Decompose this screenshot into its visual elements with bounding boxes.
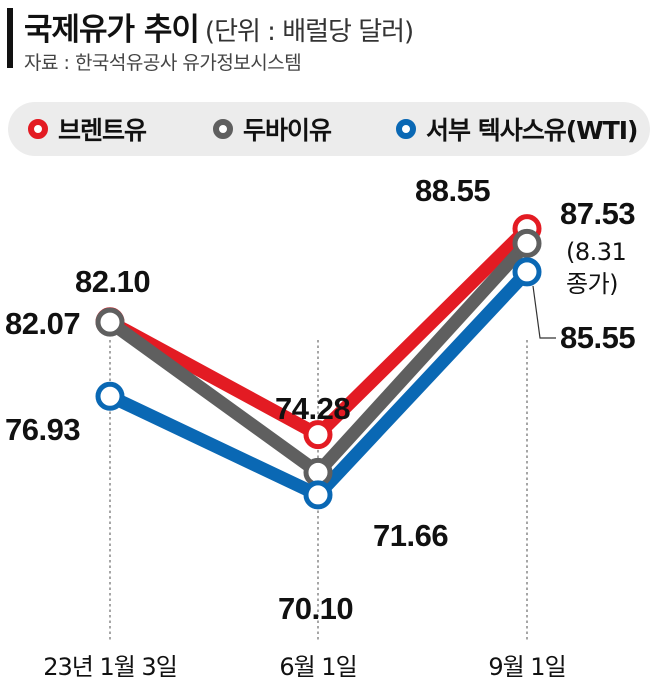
legend-item-dubai: 두바이유 <box>213 102 332 156</box>
legend-label-brent: 브렌트유 <box>58 116 147 145</box>
data-label-brent-2: 88.55 <box>415 173 490 208</box>
data-label-wti-0: 76.93 <box>5 412 80 447</box>
marker-wti-1 <box>303 480 333 510</box>
leader-line-wti <box>532 285 556 339</box>
source-note: 자료 : 한국석유공사 유가정보시스템 <box>24 52 302 74</box>
x-tick-label-1: 6월 1일 <box>279 653 356 681</box>
legend-marker-wti <box>396 119 416 139</box>
title-accent-bar <box>7 8 13 68</box>
unit-label: (단위 : 배럴당 달러) <box>204 17 414 47</box>
marker-brent-1 <box>303 420 333 450</box>
legend-marker-brent <box>28 119 48 139</box>
legend: 브렌트유 두바이유 서부 텍사스유(WTI) <box>8 102 650 156</box>
annotation-line-2: 종가) <box>566 270 618 298</box>
title-text: 국제유가 추이 <box>24 12 200 48</box>
data-label-dubai-0: 82.07 <box>5 306 80 341</box>
annotation-line-1: (8.31 <box>566 238 626 266</box>
marker-wti-2 <box>512 257 542 287</box>
legend-label-wti: 서부 텍사스유(WTI) <box>426 116 638 145</box>
marker-dubai-2 <box>512 228 542 258</box>
x-tick-label-2: 9월 1일 <box>488 653 565 681</box>
data-label-wti-1: 70.10 <box>278 591 353 626</box>
marker-dubai-0 <box>95 307 125 337</box>
x-tick-label-0: 23년 1월 3일 <box>43 653 177 681</box>
marker-wti-0 <box>95 381 125 411</box>
data-label-brent-1: 74.28 <box>275 391 350 426</box>
legend-item-brent: 브렌트유 <box>28 102 147 156</box>
legend-label-dubai: 두바이유 <box>243 116 332 145</box>
data-label-brent-0: 82.10 <box>75 264 150 299</box>
chart-title: 국제유가 추이 (단위 : 배럴당 달러) <box>24 4 414 49</box>
data-label-dubai-2: 87.53 <box>560 196 635 231</box>
legend-item-wti: 서부 텍사스유(WTI) <box>396 102 638 156</box>
legend-marker-dubai <box>213 119 233 139</box>
data-label-dubai-1: 71.66 <box>373 518 448 553</box>
data-label-wti-2: 85.55 <box>560 320 635 355</box>
